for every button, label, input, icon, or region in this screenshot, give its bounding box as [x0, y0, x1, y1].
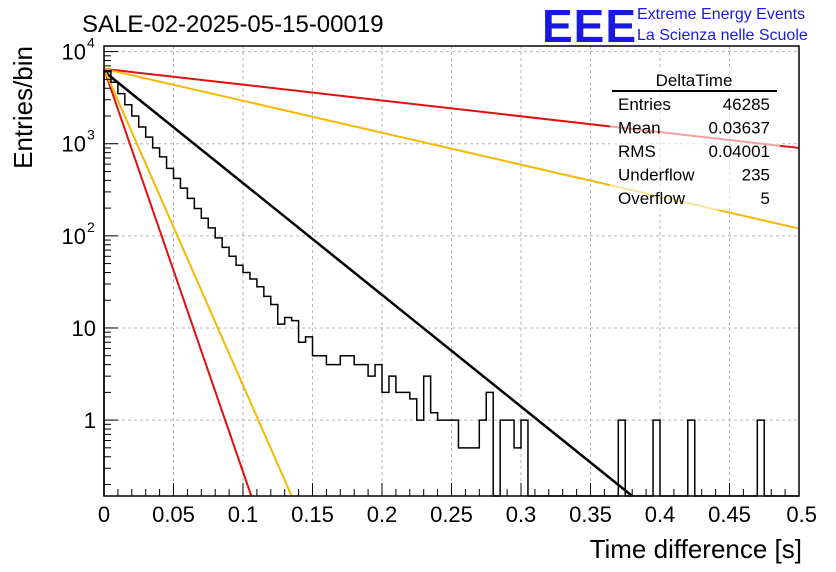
x-tick-label: 0.5 [786, 502, 817, 527]
y-tick-exponent: 4 [87, 35, 95, 51]
stats-box: DeltaTime Entries 46285 Mean 0.03637 RMS 0.04… [610, 68, 780, 210]
stats-title: DeltaTime [656, 71, 733, 90]
x-tick-label: 0.35 [569, 502, 612, 527]
histogram [103, 69, 799, 497]
logo-line-2: La Scienza nelle Scuole [637, 27, 808, 44]
x-tick-label: 0.1 [228, 502, 259, 527]
x-axis: 0 0.05 0.1 0.15 0.2 0.25 0.3 0.35 0.4 0.45 0.5 [98, 483, 817, 527]
stats-row-label: RMS [618, 142, 656, 161]
stats-row-value: 46285 [723, 95, 770, 114]
x-tick-label: 0.4 [645, 502, 676, 527]
logo-mark: EEE [542, 0, 637, 52]
x-tick-label: 0.15 [291, 502, 334, 527]
chart-title: SALE-02-2025-05-15-00019 [82, 11, 384, 38]
logo-line-1: Extreme Energy Events [637, 6, 805, 23]
x-tick-label: 0.3 [506, 502, 537, 527]
eee-logo: EEE Extreme Energy Events La Scienza nel… [542, 0, 808, 52]
fit-line [103, 68, 253, 497]
fit-line [103, 68, 293, 497]
stats-row-value: 0.04001 [709, 142, 770, 161]
x-tick-label: 0.45 [708, 502, 751, 527]
fit-line [103, 70, 633, 497]
y-axis-label: Entries/bin [8, 46, 38, 169]
y-tick-label: 1 [84, 408, 96, 433]
x-tick-label: 0.05 [152, 502, 195, 527]
stats-row-value: 235 [742, 166, 770, 185]
grid [104, 46, 799, 496]
y-tick-label: 10 [62, 40, 86, 65]
y-tick-label: 10 [62, 224, 86, 249]
x-axis-label: Time difference [s] [590, 534, 802, 564]
x-tick-label: 0.25 [430, 502, 473, 527]
stats-rows: Entries 46285 Mean 0.03637 RMS 0.04001 Underfl… [618, 95, 770, 208]
y-tick-label: 10 [72, 316, 96, 341]
y-tick-exponent: 2 [87, 219, 95, 235]
x-tick-label: 0 [98, 502, 110, 527]
stats-row-label: Mean [618, 119, 661, 138]
x-tick-label: 0.2 [367, 502, 398, 527]
stats-row-label: Overflow [618, 189, 686, 208]
stats-row-value: 5 [761, 189, 770, 208]
stats-row-label: Entries [618, 95, 671, 114]
y-tick-exponent: 3 [87, 127, 95, 143]
histogram-outline [103, 69, 799, 497]
y-tick-label: 10 [62, 132, 86, 157]
stats-row-value: 0.03637 [709, 119, 770, 138]
stats-row-label: Underflow [618, 166, 695, 185]
